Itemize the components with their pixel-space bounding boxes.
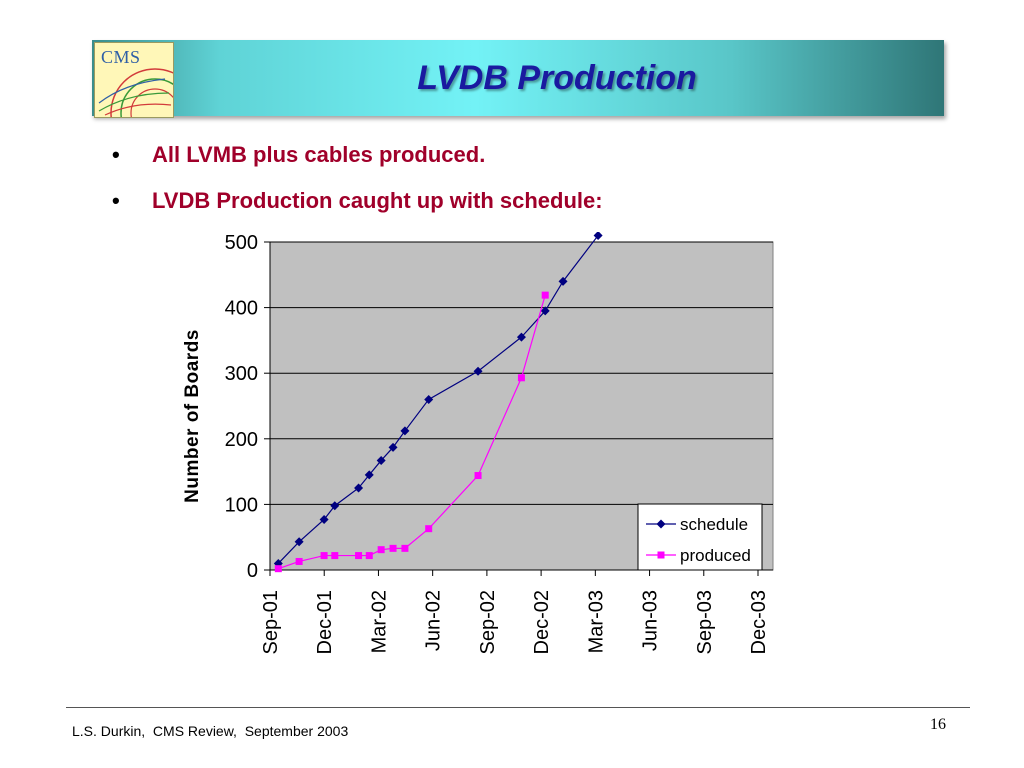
legend-marker-schedule <box>656 519 666 529</box>
schedule-point <box>364 470 374 480</box>
y-tick-label: 400 <box>225 298 258 320</box>
y-axis-title: Number of Boards <box>182 329 203 503</box>
x-tick-label: Jun-02 <box>423 590 445 651</box>
produced-point <box>365 552 373 560</box>
y-tick-label: 200 <box>225 429 258 451</box>
bullet-glyph: • <box>112 142 120 167</box>
produced-point <box>355 552 363 560</box>
logo-text: CMS <box>101 47 141 67</box>
schedule-point <box>593 232 603 240</box>
title-banner <box>92 40 944 116</box>
footer-text: L.S. Durkin, CMS Review, September 2003 <box>72 723 349 739</box>
y-tick-label: 100 <box>225 494 258 516</box>
x-tick-label: Sep-03 <box>694 590 716 655</box>
bullet-glyph: • <box>112 188 120 213</box>
schedule-point <box>424 394 434 404</box>
bullet-text: LVDB Production caught up with schedule: <box>152 188 603 213</box>
schedule-point <box>294 537 304 547</box>
produced-point <box>320 552 328 560</box>
y-tick-label: 300 <box>225 363 258 385</box>
legend-marker-produced <box>657 551 665 559</box>
schedule-point <box>473 366 483 376</box>
x-tick-label: Dec-02 <box>531 590 553 654</box>
x-tick-label: Mar-02 <box>368 590 390 653</box>
schedule-point <box>330 501 340 511</box>
schedule-point <box>558 276 568 286</box>
x-tick-label: Sep-01 <box>260 590 282 655</box>
produced-point <box>474 472 482 480</box>
slide-title: LVDB Production <box>417 59 697 97</box>
produced-point <box>377 546 385 554</box>
produced-point <box>295 557 303 565</box>
cms-logo: CMS <box>94 42 174 118</box>
produced-point <box>517 374 525 382</box>
x-tick-label: Dec-03 <box>748 590 770 654</box>
produced-point <box>274 565 282 573</box>
y-tick-label: 0 <box>247 560 258 582</box>
produced-point <box>389 544 397 552</box>
bullet-text: All LVMB plus cables produced. <box>152 142 486 167</box>
cms-logo-graphic <box>98 68 173 117</box>
page-number: 16 <box>930 716 946 733</box>
produced-point <box>401 544 409 552</box>
x-tick-label: Dec-01 <box>314 590 336 654</box>
schedule-point <box>516 332 526 342</box>
produced-point <box>541 291 549 299</box>
x-tick-label: Mar-03 <box>585 590 607 653</box>
schedule-point <box>400 426 410 436</box>
x-tick-label: Jun-03 <box>640 590 662 651</box>
legend-box <box>637 503 763 571</box>
x-tick-label: Sep-02 <box>477 590 499 655</box>
schedule-point <box>388 442 398 452</box>
footer-divider <box>66 707 970 708</box>
legend-label: produced <box>680 546 751 565</box>
legend-label: schedule <box>680 515 748 534</box>
production-chart: 0 100 200 300 400 500 Sep-01 Dec-01 Mar-02 Jun-02… <box>182 232 774 655</box>
schedule-point <box>376 455 386 465</box>
produced-point <box>425 525 433 533</box>
schedule-point <box>540 306 550 316</box>
y-tick-label: 500 <box>225 232 258 254</box>
produced-point <box>331 552 339 560</box>
schedule-point <box>354 483 364 493</box>
schedule-point <box>319 514 329 524</box>
